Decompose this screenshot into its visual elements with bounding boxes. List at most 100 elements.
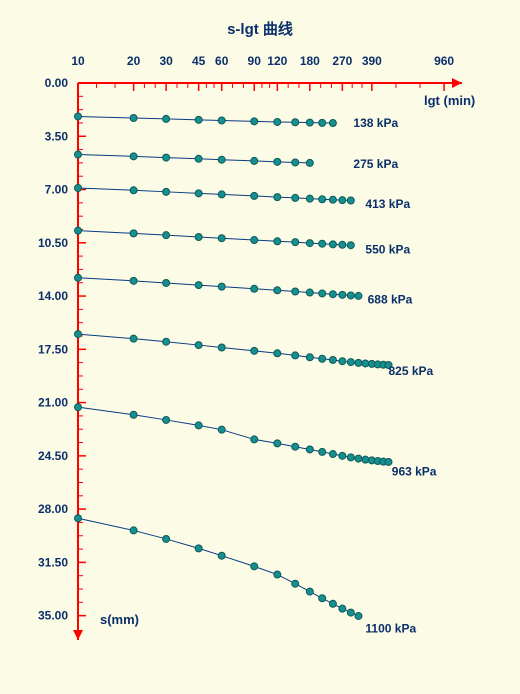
series-label: 138 kPa: [353, 116, 398, 130]
x-tick-label: 45: [192, 54, 206, 68]
series-label: 275 kPa: [353, 157, 398, 171]
data-marker: [251, 436, 258, 443]
data-marker: [347, 197, 354, 204]
data-marker: [339, 241, 346, 248]
data-marker: [329, 120, 336, 127]
data-marker: [306, 446, 313, 453]
series-label: 550 kPa: [365, 242, 410, 256]
data-marker: [274, 194, 281, 201]
data-marker: [195, 190, 202, 197]
data-marker: [292, 288, 299, 295]
y-tick-label: 14.00: [38, 289, 68, 303]
data-marker: [130, 527, 137, 534]
data-marker: [75, 113, 82, 120]
data-marker: [130, 277, 137, 284]
data-marker: [195, 545, 202, 552]
x-tick-label: 270: [332, 54, 352, 68]
data-marker: [319, 290, 326, 297]
chart-title: s-lgt 曲线: [227, 20, 293, 38]
x-tick-label: 390: [362, 54, 382, 68]
data-marker: [306, 159, 313, 166]
data-marker: [306, 354, 313, 361]
data-marker: [329, 291, 336, 298]
data-marker: [292, 239, 299, 246]
data-marker: [75, 331, 82, 338]
data-marker: [130, 335, 137, 342]
data-marker: [251, 285, 258, 292]
data-marker: [75, 227, 82, 234]
data-marker: [347, 292, 354, 299]
data-marker: [292, 352, 299, 359]
data-marker: [195, 234, 202, 241]
s-lgt-chart: s-lgt 曲线102030456090120180270390960lgt (…: [0, 0, 520, 694]
series-label: 963 kPa: [392, 465, 437, 479]
data-marker: [319, 196, 326, 203]
x-axis-arrowhead: [452, 78, 462, 88]
data-marker: [218, 235, 225, 242]
data-marker: [292, 119, 299, 126]
y-axis-arrowhead: [73, 630, 83, 640]
y-tick-label: 17.50: [38, 342, 68, 356]
data-marker: [362, 456, 369, 463]
data-marker: [218, 426, 225, 433]
data-marker: [292, 580, 299, 587]
y-tick-label: 7.00: [45, 183, 69, 197]
data-marker: [329, 196, 336, 203]
data-marker: [339, 197, 346, 204]
y-tick-label: 31.50: [38, 555, 68, 569]
data-marker: [306, 119, 313, 126]
data-marker: [306, 289, 313, 296]
x-tick-label: 120: [267, 54, 287, 68]
data-marker: [163, 535, 170, 542]
data-marker: [130, 230, 137, 237]
data-marker: [163, 115, 170, 122]
y-tick-label: 24.50: [38, 449, 68, 463]
data-marker: [329, 241, 336, 248]
series-label: 1100 kPa: [365, 621, 416, 635]
data-marker: [75, 404, 82, 411]
data-marker: [163, 232, 170, 239]
data-marker: [319, 119, 326, 126]
y-tick-label: 28.00: [38, 502, 68, 516]
data-marker: [329, 451, 336, 458]
data-marker: [274, 571, 281, 578]
data-marker: [355, 359, 362, 366]
data-marker: [195, 422, 202, 429]
data-marker: [274, 118, 281, 125]
data-marker: [292, 159, 299, 166]
data-marker: [218, 344, 225, 351]
data-marker: [130, 153, 137, 160]
data-marker: [75, 185, 82, 192]
x-tick-label: 10: [71, 54, 85, 68]
x-tick-label: 60: [215, 54, 229, 68]
data-marker: [163, 338, 170, 345]
x-axis-label: lgt (min): [424, 93, 475, 108]
data-marker: [355, 455, 362, 462]
data-marker: [319, 595, 326, 602]
x-tick-label: 90: [248, 54, 262, 68]
data-marker: [218, 156, 225, 163]
data-marker: [347, 454, 354, 461]
data-marker: [218, 191, 225, 198]
data-marker: [218, 117, 225, 124]
data-marker: [355, 612, 362, 619]
data-marker: [163, 279, 170, 286]
data-marker: [274, 350, 281, 357]
data-marker: [347, 242, 354, 249]
data-marker: [347, 609, 354, 616]
series-label: 413 kPa: [365, 197, 410, 211]
data-marker: [130, 187, 137, 194]
x-tick-label: 960: [434, 54, 454, 68]
data-marker: [306, 240, 313, 247]
data-marker: [274, 287, 281, 294]
data-marker: [274, 158, 281, 165]
data-marker: [218, 283, 225, 290]
x-tick-label: 30: [159, 54, 173, 68]
y-tick-label: 21.00: [38, 396, 68, 410]
data-marker: [75, 151, 82, 158]
data-marker: [347, 359, 354, 366]
data-marker: [274, 238, 281, 245]
data-marker: [75, 274, 82, 281]
y-tick-label: 35.00: [38, 609, 68, 623]
y-tick-label: 3.50: [45, 129, 69, 143]
